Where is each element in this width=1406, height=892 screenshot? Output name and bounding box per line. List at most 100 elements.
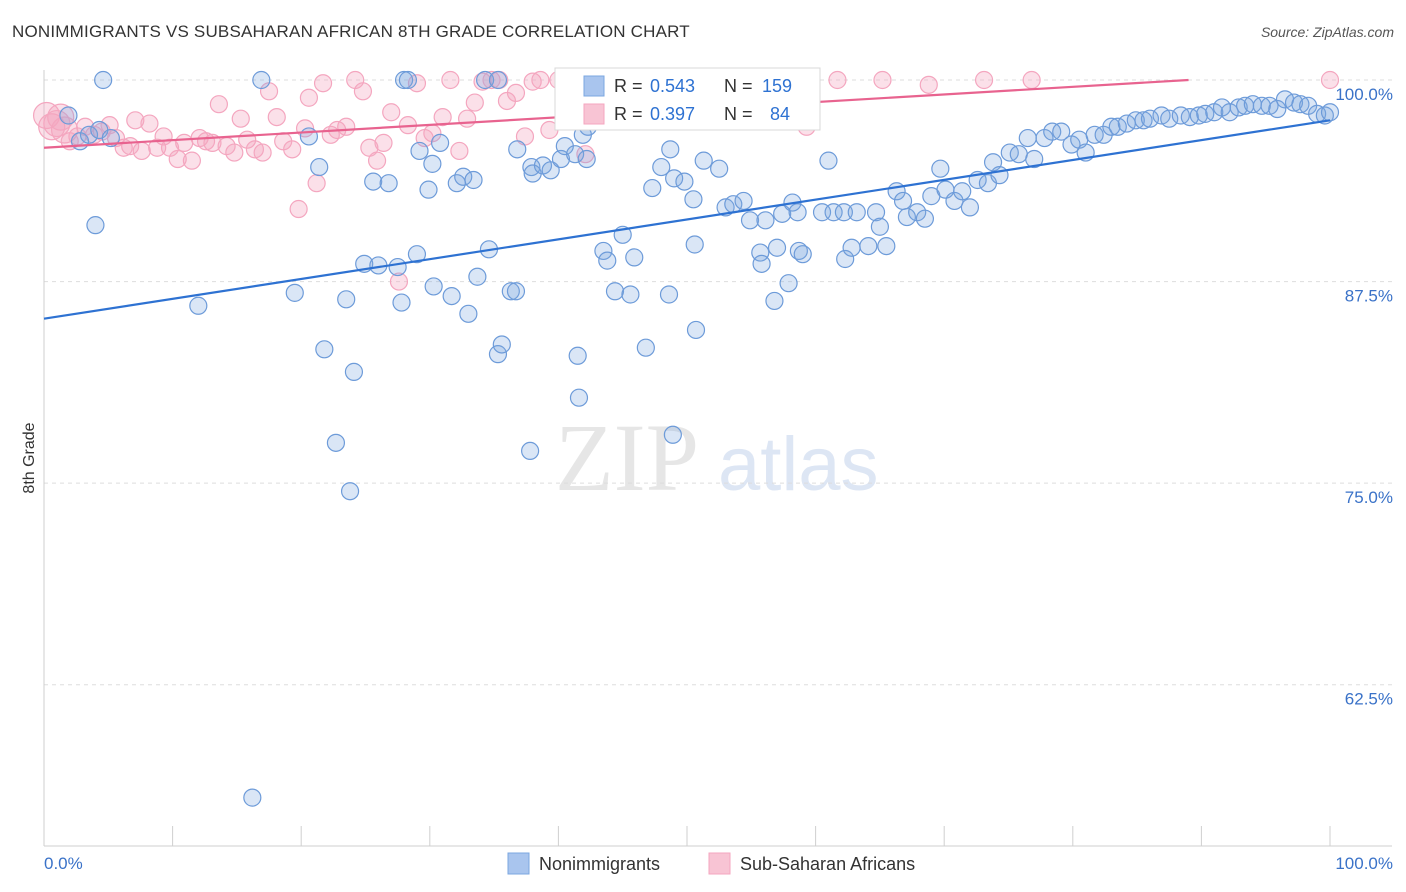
- source-label: Source: ZipAtlas.com: [1260, 24, 1394, 40]
- data-point-sub-saharan: [175, 133, 194, 152]
- data-point-nonimmigrants: [684, 190, 703, 209]
- data-point-nonimmigrants: [285, 283, 304, 302]
- data-point-nonimmigrants: [344, 362, 364, 381]
- stats-n-label-1: N =: [724, 76, 753, 96]
- chart-title: NONIMMIGRANTS VS SUBSAHARAN AFRICAN 8TH …: [12, 22, 690, 41]
- data-point-nonimmigrants: [1018, 128, 1037, 148]
- data-point-nonimmigrants: [594, 241, 613, 261]
- data-point-nonimmigrants: [488, 345, 508, 364]
- series-nonimmigrants-points: [59, 70, 1340, 807]
- data-point-sub-saharan: [974, 70, 994, 90]
- data-point-nonimmigrants: [1291, 95, 1310, 114]
- data-point-nonimmigrants: [522, 157, 541, 177]
- stats-r-label-2: R =: [614, 104, 643, 124]
- data-point-sub-saharan: [367, 151, 387, 170]
- data-point-sub-saharan: [374, 133, 393, 152]
- legend-swatch-nonimmigrants: [507, 852, 530, 875]
- data-point-sub-saharan: [450, 141, 469, 161]
- data-point-nonimmigrants: [492, 335, 511, 354]
- y-axis-label: 8th Grade: [21, 422, 38, 493]
- data-point-nonimmigrants: [779, 274, 798, 293]
- data-point-sub-saharan: [1320, 70, 1340, 90]
- data-point-nonimmigrants: [569, 388, 589, 407]
- data-point-nonimmigrants: [310, 157, 329, 177]
- data-point-nonimmigrants: [960, 198, 980, 217]
- data-point-nonimmigrants: [454, 167, 473, 186]
- data-point-nonimmigrants: [94, 70, 113, 90]
- data-point-sub-saharan: [132, 141, 151, 161]
- data-point-nonimmigrants: [685, 235, 704, 254]
- data-point-sub-saharan: [337, 117, 356, 136]
- x-tick-marks: [43, 826, 1331, 846]
- data-point-nonimmigrants: [1126, 111, 1145, 130]
- data-point-nonimmigrants: [675, 172, 694, 191]
- data-point-nonimmigrants: [625, 248, 644, 267]
- data-point-nonimmigrants: [252, 70, 271, 90]
- data-point-nonimmigrants: [577, 149, 596, 169]
- data-point-nonimmigrants: [734, 191, 753, 211]
- data-point-nonimmigrants: [566, 145, 585, 164]
- data-point-nonimmigrants: [379, 174, 398, 193]
- data-point-nonimmigrants: [1052, 122, 1071, 141]
- data-point-nonimmigrants: [1229, 98, 1248, 117]
- data-point-nonimmigrants: [340, 482, 360, 501]
- data-point-sub-saharan: [919, 75, 938, 94]
- bottom-legend: Nonimmigrants Sub-Saharan Africans: [507, 852, 915, 875]
- data-point-nonimmigrants: [663, 425, 682, 444]
- data-point-nonimmigrants: [694, 151, 713, 170]
- data-point-nonimmigrants: [541, 161, 560, 180]
- data-point-sub-saharan: [433, 107, 452, 127]
- data-point-nonimmigrants: [86, 216, 105, 235]
- legend-swatch-sub-saharan: [708, 852, 731, 875]
- data-point-nonimmigrants: [419, 180, 438, 199]
- data-point-nonimmigrants: [897, 207, 917, 227]
- data-point-nonimmigrants: [643, 178, 662, 198]
- data-point-sub-saharan: [506, 83, 526, 103]
- data-point-sub-saharan: [307, 174, 326, 193]
- data-point-sub-saharan: [389, 272, 409, 291]
- data-point-nonimmigrants: [788, 203, 807, 222]
- data-point-nonimmigrants: [621, 285, 640, 304]
- data-point-nonimmigrants: [765, 291, 784, 311]
- data-point-nonimmigrants: [243, 788, 262, 807]
- data-point-nonimmigrants: [931, 159, 950, 178]
- data-point-nonimmigrants: [501, 282, 520, 301]
- stats-n-label-2: N =: [724, 104, 753, 124]
- data-point-nonimmigrants: [326, 433, 346, 452]
- data-point-sub-saharan: [148, 138, 167, 157]
- data-point-nonimmigrants: [859, 237, 878, 256]
- data-point-nonimmigrants: [1171, 106, 1190, 125]
- data-point-nonimmigrants: [568, 346, 587, 365]
- data-point-nonimmigrants: [407, 245, 427, 264]
- data-point-nonimmigrants: [834, 203, 853, 222]
- data-point-nonimmigrants: [364, 172, 383, 191]
- data-point-nonimmigrants: [945, 191, 964, 211]
- x-tick-label-min: 0.0%: [44, 854, 83, 873]
- data-point-sub-saharan: [182, 151, 201, 170]
- data-point-sub-saharan: [126, 111, 145, 130]
- y-tick-label: 100.0%: [1335, 85, 1393, 104]
- data-point-sub-saharan: [828, 70, 847, 90]
- data-point-nonimmigrants: [659, 285, 679, 304]
- data-point-sub-saharan: [168, 149, 187, 169]
- data-point-nonimmigrants: [686, 320, 706, 340]
- data-point-nonimmigrants: [1102, 117, 1121, 136]
- data-point-nonimmigrants: [1284, 93, 1304, 112]
- data-point-nonimmigrants: [990, 166, 1009, 185]
- data-point-sub-saharan: [231, 109, 250, 128]
- data-point-sub-saharan: [873, 70, 892, 90]
- data-point-nonimmigrants: [793, 245, 812, 264]
- data-point-nonimmigrants: [661, 140, 680, 159]
- data-point-nonimmigrants: [1180, 107, 1199, 127]
- data-point-sub-saharan: [253, 143, 272, 162]
- data-point-sub-saharan: [457, 109, 477, 128]
- data-point-nonimmigrants: [1189, 106, 1208, 125]
- data-point-nonimmigrants: [767, 238, 787, 257]
- data-point-nonimmigrants: [1196, 104, 1215, 123]
- data-point-nonimmigrants: [315, 340, 334, 359]
- data-point-nonimmigrants: [521, 441, 540, 461]
- axes: [43, 70, 1392, 847]
- data-point-nonimmigrants: [442, 286, 461, 306]
- data-point-nonimmigrants: [101, 128, 120, 148]
- x-tick-label-max: 100.0%: [1335, 854, 1393, 873]
